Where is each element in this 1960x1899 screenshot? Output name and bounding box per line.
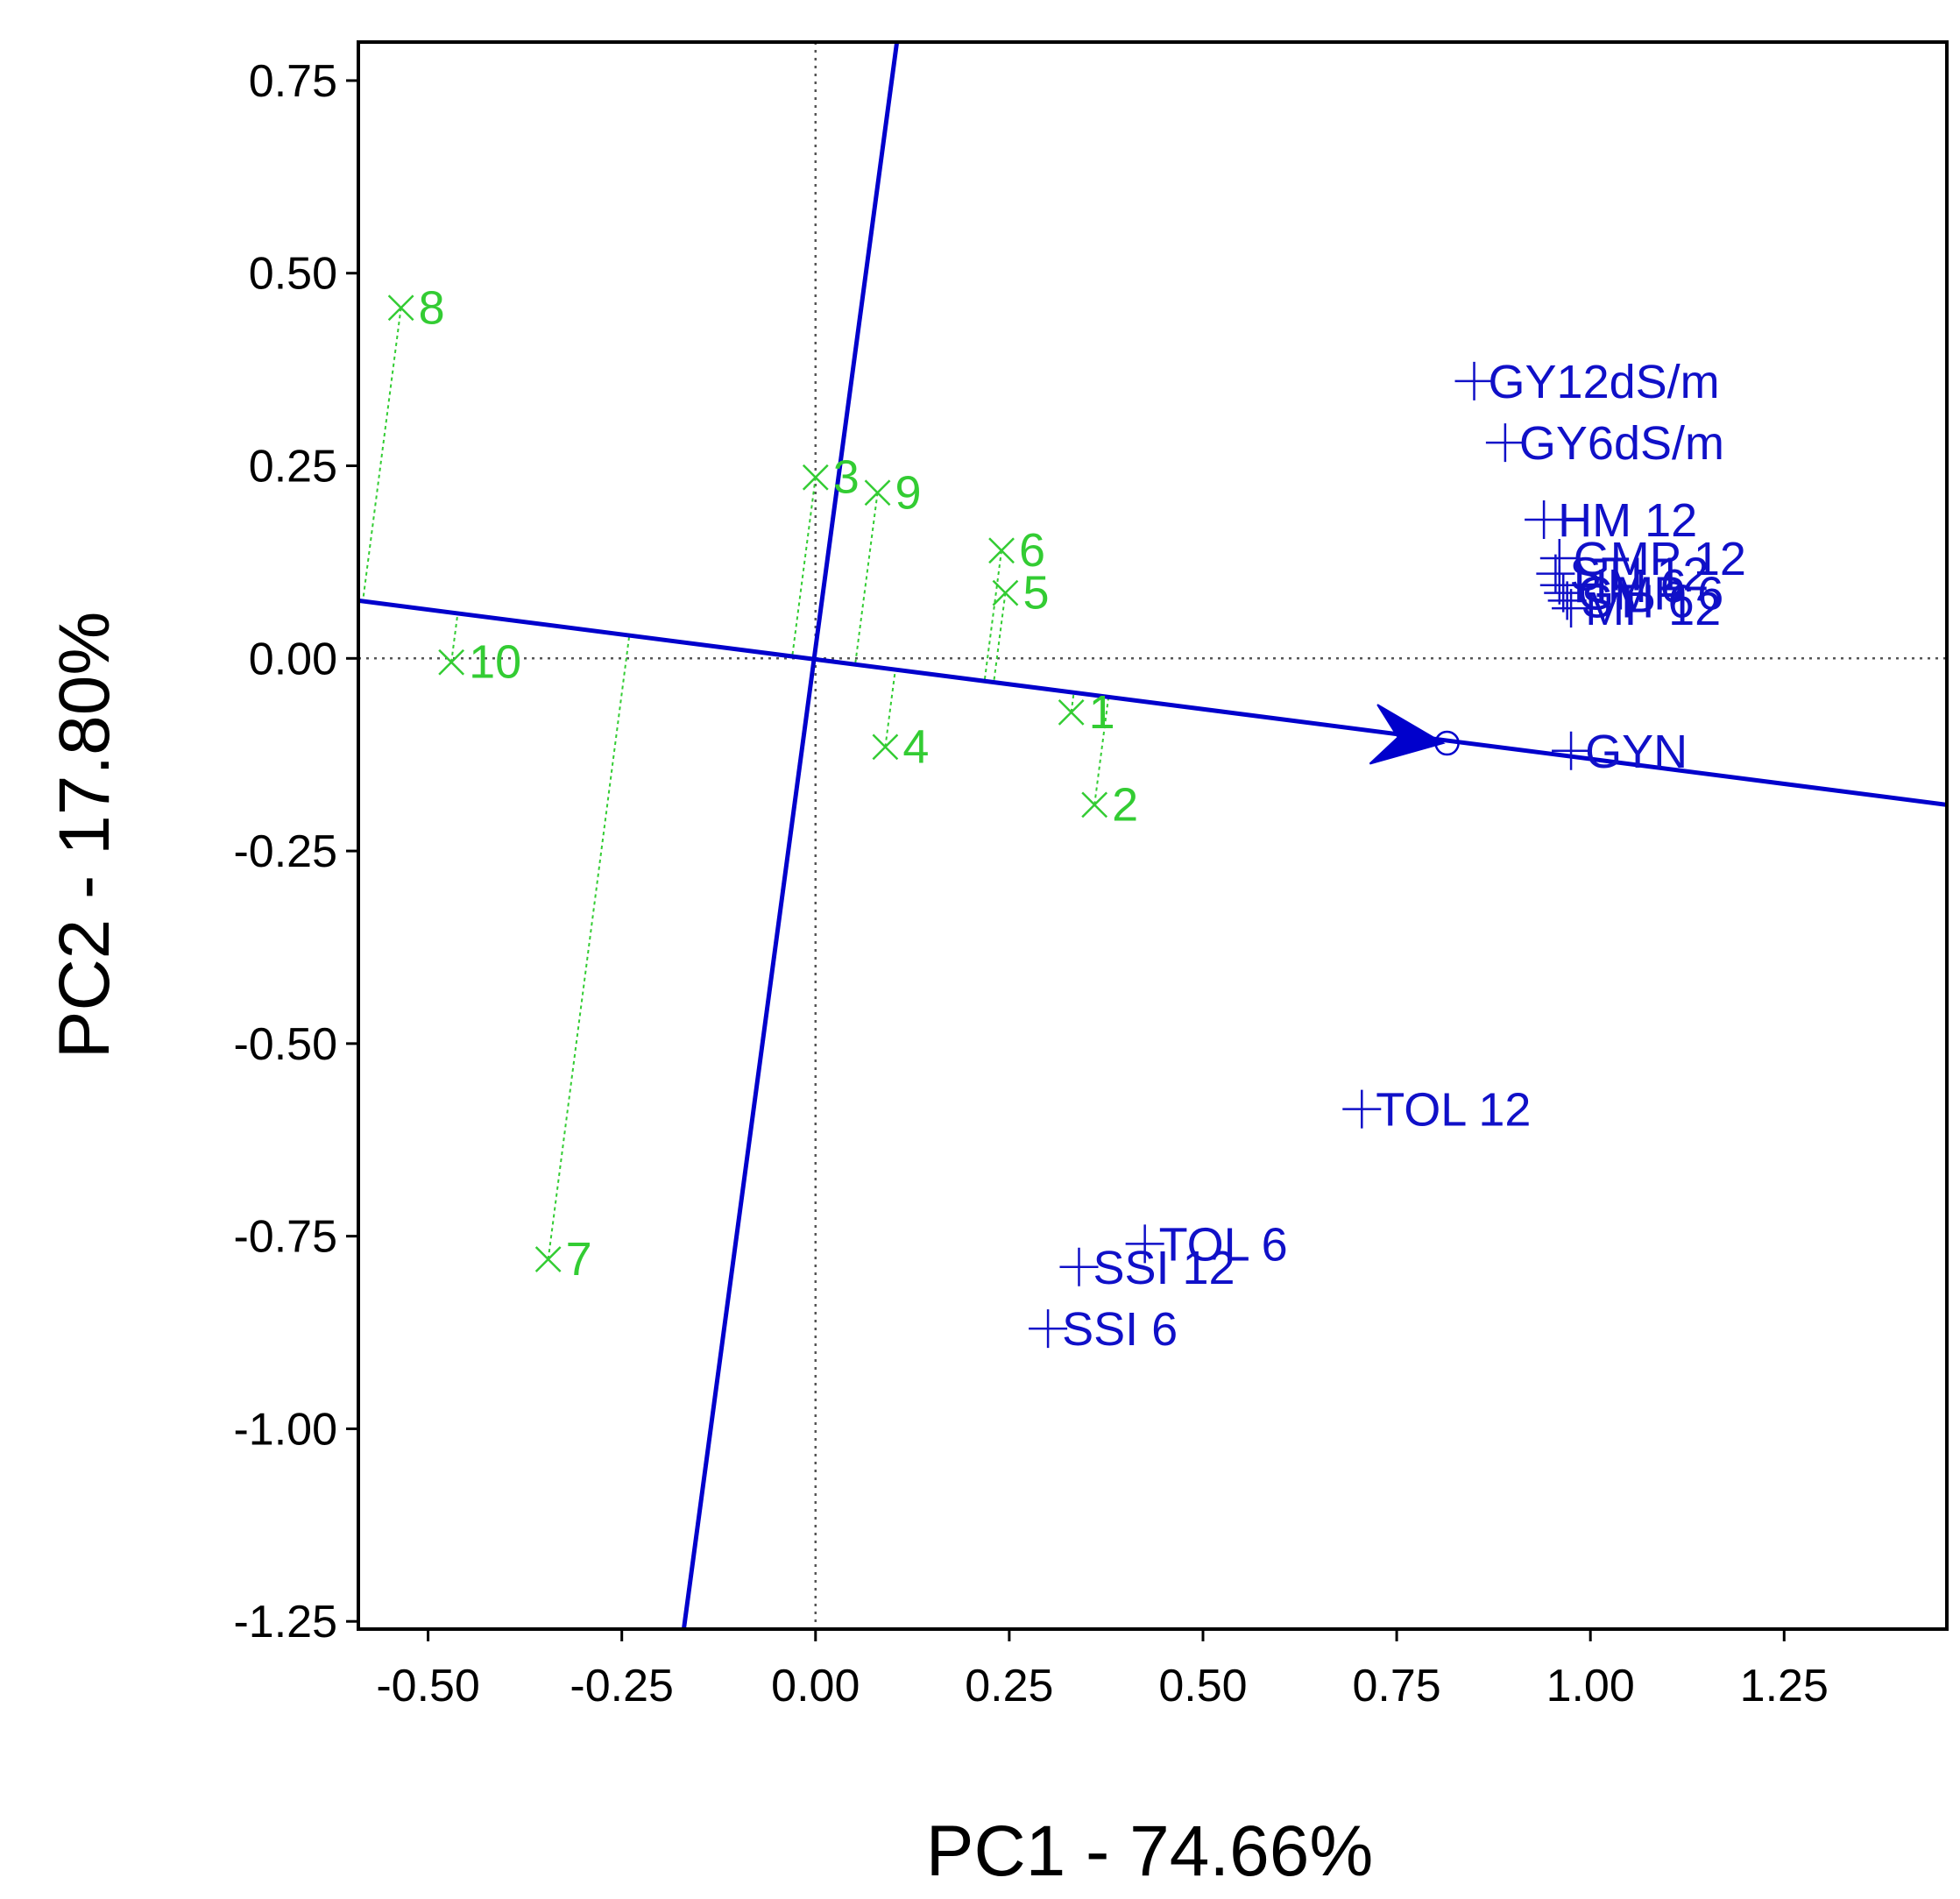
projection-line-4 (884, 669, 896, 748)
trait-marker-7 (1547, 581, 1587, 620)
trait-label-11: TOL 6 (1159, 1218, 1288, 1271)
trait-label-10: TOL 12 (1376, 1084, 1531, 1137)
genotype-marker-6 (988, 537, 1015, 564)
trait-marker-13 (1029, 1309, 1068, 1349)
trait-label-7: STI 6 (1581, 575, 1695, 627)
y-tick-label-0: 0.75 (249, 56, 337, 107)
projection-line-10 (450, 613, 459, 663)
genotype-marker-8 (387, 294, 414, 322)
trait-label-1: GY6dS/m (1519, 417, 1724, 470)
genotype-label-6: 6 (1019, 524, 1045, 577)
x-tick-label-6: 1.00 (1546, 1661, 1635, 1711)
y-tick-label-7: -1.00 (233, 1404, 337, 1455)
x-tick-label-7: 1.25 (1740, 1661, 1829, 1711)
trait-label-0: GY12dS/m (1489, 356, 1720, 408)
projection-line-9 (854, 492, 879, 665)
x-tick-label-2: 0.00 (771, 1661, 860, 1711)
trait-marker-9 (1552, 731, 1591, 770)
trait-label-2: HM 12 (1558, 494, 1697, 547)
y-tick-label-1: 0.50 (249, 249, 337, 300)
genotype-marker-7 (534, 1246, 562, 1272)
x-tick-label-4: 0.50 (1158, 1661, 1247, 1711)
projection-line-7 (547, 634, 631, 1260)
genotype-marker-5 (992, 579, 1019, 606)
genotype-label-2: 2 (1112, 778, 1138, 831)
axis-arrow-head (1369, 704, 1446, 765)
axes: -0.50 -0.25 0.00 0.25 0.50 0.75 1.00 1.25 0.75 0.… (233, 56, 1828, 1711)
trait-label-9: GYN (1585, 726, 1688, 778)
y-tick-label-3: 0.00 (249, 634, 337, 684)
plot-frame (357, 40, 1949, 1631)
genotype-label-7: 7 (566, 1233, 592, 1286)
trait-marker-1 (1485, 423, 1525, 463)
trait-marker-4 (1536, 554, 1575, 593)
x-tick-label-1: -0.25 (570, 1661, 674, 1711)
trait-marker-12 (1059, 1247, 1099, 1286)
trait-label-3: GMP 12 (1574, 533, 1746, 585)
average-environment-perpendicular (681, 42, 900, 1629)
trait-label-8: MP 12 (1585, 583, 1721, 635)
average-environment-axis (358, 598, 1947, 807)
genotype-marker-4 (872, 733, 899, 761)
genotype-label-9: 9 (895, 466, 922, 519)
y-tick-label-2: 0.25 (249, 442, 337, 492)
trait-marker-10 (1342, 1089, 1382, 1129)
y-tick-label-8: -1.25 (233, 1597, 337, 1647)
projection-line-5 (993, 592, 1007, 683)
trait-label-5: HM 6 (1574, 560, 1687, 613)
x-tick-label-5: 0.75 (1352, 1661, 1440, 1711)
trait-marker-0 (1454, 361, 1494, 400)
genotype-label-3: 3 (833, 451, 860, 504)
x-tick-label-3: 0.25 (965, 1661, 1053, 1711)
genotype-label-4: 4 (902, 720, 929, 773)
trait-label-13: SSI 6 (1062, 1303, 1178, 1356)
y-tick-label-4: -0.25 (233, 826, 337, 877)
trait-label-4: STI 12 (1569, 549, 1709, 601)
trait-marker-2 (1525, 500, 1564, 540)
genotype-marker-2 (1081, 791, 1108, 818)
y-tick-label-5: -0.50 (233, 1019, 337, 1070)
trait-label-6: GMP 6 (1577, 568, 1723, 620)
genotype-marker-3 (802, 464, 829, 491)
x-tick-label-0: -0.50 (376, 1661, 480, 1711)
projection-line-6 (983, 550, 1003, 682)
projection-line-3 (791, 477, 817, 657)
projection-line-1 (1070, 692, 1075, 712)
genotype-marker-9 (864, 479, 891, 507)
trait-label-12: SSI 12 (1093, 1242, 1235, 1294)
y-tick-label-6: -0.75 (233, 1212, 337, 1263)
genotype-marker-1 (1058, 698, 1085, 726)
projection-line-8 (362, 308, 402, 602)
genotype-label-10: 10 (469, 636, 521, 689)
genotype-marker-10 (438, 648, 465, 676)
trait-marker-11 (1125, 1224, 1164, 1264)
trait-marker-6 (1544, 573, 1583, 613)
genotype-label-8: 8 (419, 281, 445, 334)
trait-marker-5 (1539, 565, 1579, 605)
trait-marker-8 (1552, 589, 1591, 628)
genotype-label-1: 1 (1089, 686, 1115, 739)
x-axis-title: PC1 - 74.66% (926, 1811, 1374, 1891)
genotype-label-5: 5 (1022, 567, 1049, 620)
average-environment-circle (1434, 730, 1460, 756)
y-axis-title: PC2 - 17.80% (45, 612, 124, 1059)
